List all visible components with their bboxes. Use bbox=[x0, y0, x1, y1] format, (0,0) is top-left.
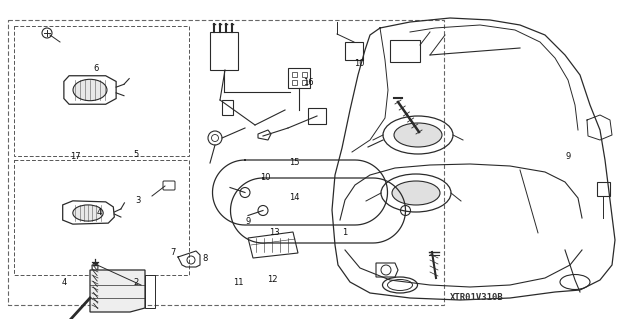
Text: 5: 5 bbox=[133, 150, 138, 159]
Text: 16: 16 bbox=[303, 78, 314, 87]
Text: 14: 14 bbox=[289, 193, 300, 202]
Text: 9: 9 bbox=[246, 217, 251, 226]
Text: 2: 2 bbox=[133, 278, 138, 287]
Text: 4: 4 bbox=[97, 208, 102, 217]
Ellipse shape bbox=[392, 181, 440, 205]
Text: 12: 12 bbox=[267, 275, 277, 284]
Text: XTR01V310B: XTR01V310B bbox=[450, 293, 504, 302]
Text: 6: 6 bbox=[93, 64, 99, 73]
Ellipse shape bbox=[394, 123, 442, 147]
Text: 3: 3 bbox=[135, 197, 140, 205]
Ellipse shape bbox=[73, 79, 107, 101]
Text: 10: 10 bbox=[260, 173, 271, 182]
Text: 15: 15 bbox=[289, 158, 300, 167]
Text: 7: 7 bbox=[170, 248, 175, 256]
Text: 4: 4 bbox=[61, 278, 67, 287]
Ellipse shape bbox=[73, 205, 103, 221]
Text: 1: 1 bbox=[342, 228, 347, 237]
Text: 10: 10 bbox=[355, 59, 365, 68]
Text: 17: 17 bbox=[70, 152, 81, 161]
Polygon shape bbox=[90, 270, 145, 312]
Text: 8: 8 bbox=[202, 254, 207, 263]
Text: 9: 9 bbox=[566, 152, 571, 161]
Text: 13: 13 bbox=[269, 228, 279, 237]
Text: 11: 11 bbox=[233, 278, 243, 287]
